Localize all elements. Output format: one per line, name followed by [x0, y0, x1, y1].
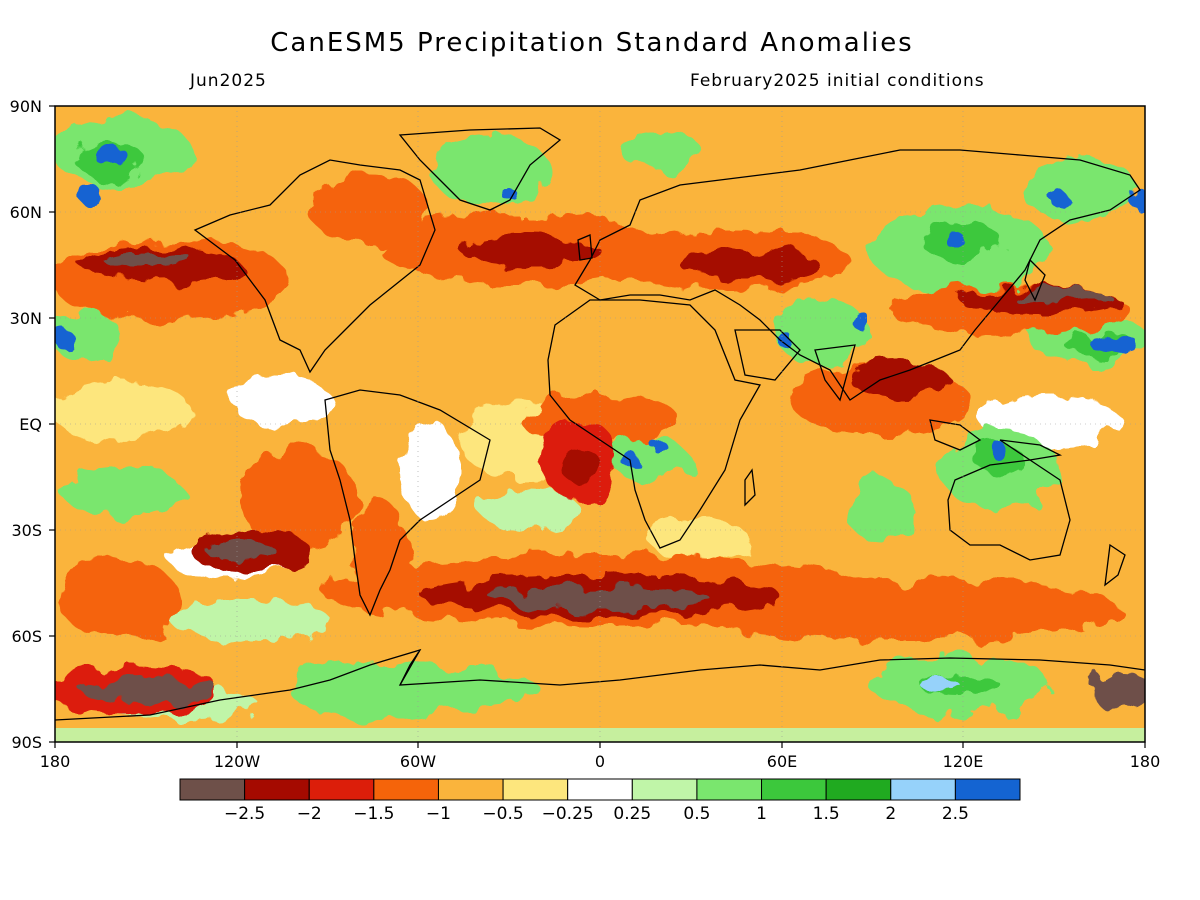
colorbar-swatch — [437, 778, 504, 801]
colorbar-tick-label: −1 — [426, 804, 451, 824]
colorbar-swatch — [308, 778, 375, 801]
colorbar-swatch — [567, 778, 633, 801]
colorbar-tick-label: −1.5 — [353, 804, 394, 824]
colorbar-labels: −2.5 −2 −1.5 −1 −0.5 −0.25 0.25 0.5 1 1.5 2 2.5 — [224, 804, 969, 824]
axis-ticks — [49, 105, 1146, 748]
lon-label: 60W — [400, 752, 436, 771]
colorbar-tick-label: −0.5 — [482, 804, 523, 824]
lon-label: 120W — [214, 752, 261, 771]
lon-label: 60E — [767, 752, 797, 771]
coastlines — [55, 127, 1145, 721]
lon-label: 120E — [943, 752, 984, 771]
colorbar-tick-label: −2 — [297, 804, 322, 824]
colorbar-tick-label: 1 — [756, 804, 767, 824]
initial-conditions: February2025 initial conditions — [690, 71, 985, 91]
colorbar-tick-label: 1.5 — [813, 804, 840, 824]
lat-label: 90N — [10, 97, 42, 116]
colorbar-tick-label: 2 — [885, 804, 896, 824]
colorbar — [179, 778, 1021, 801]
lon-label: 180 — [1130, 752, 1161, 771]
colorbar-tick-label: −2.5 — [224, 804, 265, 824]
lon-label: 0 — [595, 752, 605, 771]
lat-label: 60S — [11, 627, 42, 646]
colorbar-swatch — [631, 778, 698, 801]
lat-label: 30N — [10, 309, 42, 328]
colorbar-tick-label: 0.25 — [613, 804, 651, 824]
lat-label: 90S — [11, 733, 42, 752]
colorbar-swatch — [825, 778, 892, 801]
lat-label: 60N — [10, 203, 42, 222]
latitude-labels: 90N 60N 30N EQ 30S 60S 90S — [10, 97, 42, 752]
lon-label: 180 — [40, 752, 71, 771]
colorbar-tick-label: 2.5 — [942, 804, 969, 824]
lat-label: 30S — [11, 521, 42, 540]
map-title: CanESM5 Precipitation Standard Anomalies — [270, 28, 914, 58]
colorbar-swatch — [244, 778, 310, 801]
colorbar-tick-label: −0.25 — [542, 804, 594, 824]
colorbar-swatch — [761, 778, 827, 801]
forecast-month: Jun2025 — [190, 71, 267, 91]
longitude-labels: 180 120W 60W 0 60E 120E 180 — [40, 752, 1161, 771]
colorbar-swatch — [954, 778, 1021, 801]
colorbar-swatch — [179, 778, 246, 801]
lat-label: EQ — [19, 415, 42, 434]
colorbar-swatch — [373, 778, 439, 801]
colorbar-tick-label: 0.5 — [683, 804, 710, 824]
colorbar-swatch — [502, 778, 569, 801]
colorbar-swatch — [890, 778, 956, 801]
colorbar-swatch — [696, 778, 763, 801]
graticule — [55, 106, 1145, 742]
